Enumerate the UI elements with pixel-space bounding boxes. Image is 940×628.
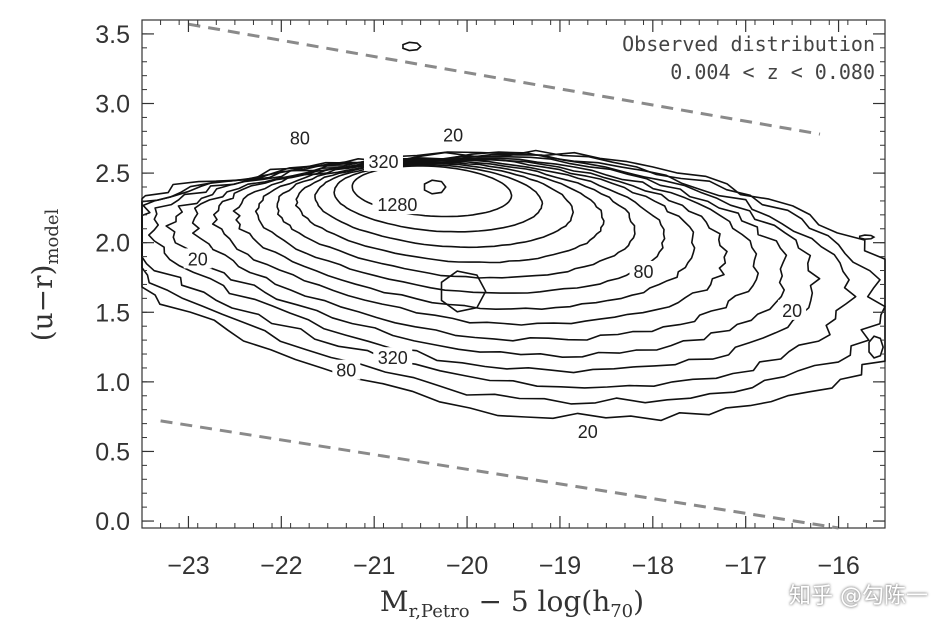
contour-level xyxy=(314,162,574,249)
contour-island xyxy=(868,335,884,359)
x-tick-label: −18 xyxy=(632,552,674,580)
contour-label: 20 xyxy=(443,126,463,146)
contour-label-bg xyxy=(332,359,361,380)
y-tick-label: 2.5 xyxy=(95,160,130,188)
contour-lines xyxy=(141,41,886,422)
x-tick-label: −19 xyxy=(539,552,581,580)
contour-level xyxy=(232,158,696,310)
x-tick-label: −21 xyxy=(353,552,395,580)
x-axis-label-sub2: 70 xyxy=(610,601,633,622)
x-tick-label: −22 xyxy=(260,552,302,580)
contour-label: 1280 xyxy=(377,195,417,215)
contour-island xyxy=(440,270,487,313)
x-axis-label-close: ) xyxy=(633,585,644,618)
contour-island xyxy=(423,179,447,195)
annotation-line-1: Observed distribution xyxy=(622,32,875,56)
contour-label: 320 xyxy=(368,152,398,172)
contour-level xyxy=(295,161,605,264)
contour-label: 20 xyxy=(782,301,802,321)
x-axis-label-main: M xyxy=(380,585,409,618)
x-tick-label: −16 xyxy=(817,552,859,580)
x-axis-label-sub: r,Petro xyxy=(409,601,470,622)
y-tick-label: 1.0 xyxy=(95,369,130,397)
contour-label: 320 xyxy=(378,348,408,368)
y-tick-label: 1.5 xyxy=(95,299,130,327)
contour-label-bg xyxy=(629,260,658,281)
cutoff-line xyxy=(160,419,839,530)
contour-label-bg xyxy=(573,420,602,441)
contour-level xyxy=(191,157,759,342)
y-tick-label: 3.0 xyxy=(95,91,130,119)
x-tick-label: −23 xyxy=(167,552,209,580)
contour-label-bg xyxy=(285,127,314,148)
contour-level xyxy=(141,151,886,422)
contour-label: 80 xyxy=(290,128,310,148)
contour-label-bg xyxy=(363,150,403,171)
x-tick-label: −17 xyxy=(724,552,766,580)
y-axis-label: (u−r)model xyxy=(26,208,63,341)
watermark: 知乎 @勾陈一 xyxy=(789,584,928,609)
contour-label: 20 xyxy=(578,422,598,442)
contour-label: 20 xyxy=(188,249,208,269)
contour-level xyxy=(165,155,788,358)
contour-level xyxy=(211,157,728,326)
y-tick-label: 0.5 xyxy=(95,438,130,466)
y-tick-label: 2.0 xyxy=(95,230,130,258)
y-axis-label-main: (u−r) xyxy=(26,265,59,342)
y-tick-label: 0.0 xyxy=(95,508,130,536)
contour-level xyxy=(333,163,544,233)
y-axis-label-sub: model xyxy=(42,208,63,264)
y-tick-label: 3.5 xyxy=(95,21,130,49)
contour-island xyxy=(402,41,422,52)
contour-level xyxy=(254,159,666,294)
x-axis-label-rest: − 5 log(h xyxy=(470,585,611,618)
contour-label-bg xyxy=(373,347,413,368)
contour-label-bg xyxy=(183,248,212,269)
contour-label-bg xyxy=(778,299,807,320)
contour-label-bg xyxy=(372,194,423,215)
x-axis-ticks: −23 −22 −21 −20 −19 −18 −17 −16 xyxy=(141,20,886,580)
cutoff-line xyxy=(188,22,821,136)
x-axis-label: Mr,Petro − 5 log(h70) xyxy=(380,585,644,622)
y-axis-ticks: 0.0 0.5 1.0 1.5 2.0 2.5 3.0 3.5 xyxy=(95,21,885,536)
cutoff-lines xyxy=(160,22,839,530)
contour-level xyxy=(148,153,821,374)
contour-label-bg xyxy=(439,124,468,145)
x-tick-label: −20 xyxy=(446,552,488,580)
contour-level xyxy=(276,160,636,279)
contour-label: 80 xyxy=(634,262,654,282)
contour-island xyxy=(858,234,876,240)
annotation-line-2: 0.004 < z < 0.080 xyxy=(670,60,875,84)
contour-labels: 20 80 320 1280 20 80 20 320 80 20 xyxy=(183,124,807,442)
contour-level xyxy=(351,165,513,218)
contour-label: 80 xyxy=(336,361,356,381)
